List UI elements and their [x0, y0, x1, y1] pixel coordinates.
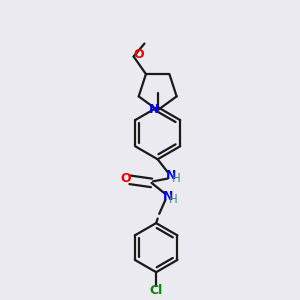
Text: N: N	[149, 103, 159, 116]
Text: H: H	[172, 172, 181, 185]
Text: O: O	[120, 172, 131, 185]
Text: H: H	[169, 193, 178, 206]
Text: N: N	[166, 169, 177, 182]
Text: N: N	[163, 190, 174, 202]
Text: Cl: Cl	[149, 284, 163, 297]
Text: O: O	[134, 49, 145, 62]
